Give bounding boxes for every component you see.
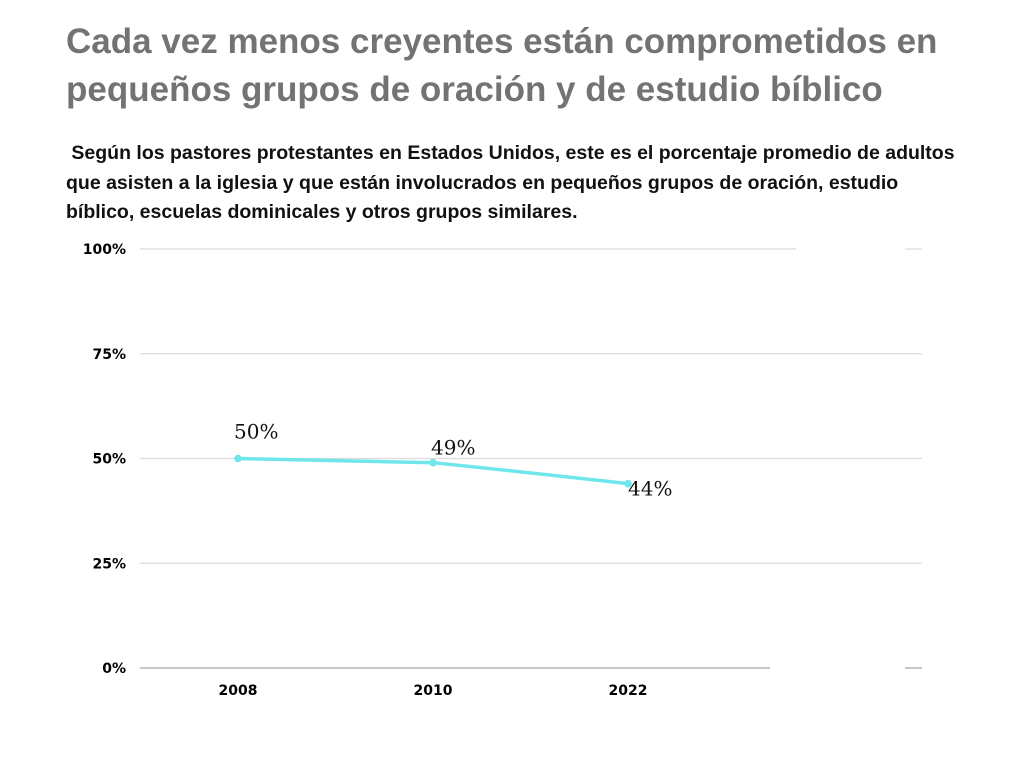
y-tick-label: 0%	[102, 661, 126, 677]
data-label: 49%	[431, 436, 475, 460]
data-point	[429, 458, 437, 467]
y-axis-ticks: 0% 25% 50% 75% 100%	[83, 242, 126, 677]
x-tick-label: 2008	[219, 683, 258, 699]
y-tick-label: 50%	[92, 452, 126, 468]
y-tick-label: 75%	[92, 347, 126, 363]
y-tick-label: 100%	[83, 242, 126, 258]
y-tick-label: 25%	[92, 556, 126, 572]
x-tick-label: 2022	[609, 683, 648, 699]
chart-subtitle: Según los pastores protestantes en Estad…	[66, 142, 960, 223]
series-line	[236, 456, 630, 486]
data-label: 50%	[234, 420, 278, 444]
data-point	[234, 454, 242, 463]
series: 50% 49% 44%	[234, 420, 672, 501]
x-axis-ticks: 2008 2010 2022	[219, 683, 648, 699]
data-point	[624, 479, 632, 488]
x-tick-label: 2010	[414, 683, 453, 699]
chart-title: Cada vez menos creyentes están compromet…	[66, 22, 938, 109]
data-label: 44%	[628, 477, 672, 501]
